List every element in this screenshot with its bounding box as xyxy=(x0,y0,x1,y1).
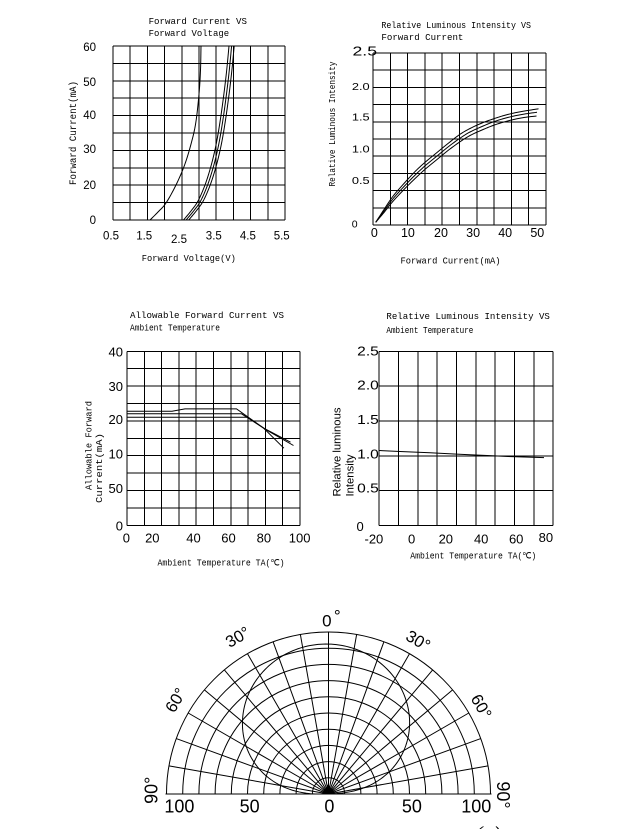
svg-text:1.5: 1.5 xyxy=(357,412,379,427)
svg-text:3.5: 3.5 xyxy=(206,231,222,243)
svg-text:-20: -20 xyxy=(365,531,384,546)
svg-text:0: 0 xyxy=(352,219,358,231)
svg-text:40: 40 xyxy=(186,531,200,546)
svg-text:0: 0 xyxy=(123,531,130,546)
svg-text:2.0: 2.0 xyxy=(357,378,379,393)
svg-text:2.5: 2.5 xyxy=(357,343,379,358)
svg-text:Forward Current(mA): Forward Current(mA) xyxy=(68,81,80,185)
svg-text:80: 80 xyxy=(539,530,553,545)
svg-text:Ambient Temperature TA(℃): Ambient Temperature TA(℃) xyxy=(410,552,536,562)
svg-text:10: 10 xyxy=(401,226,415,240)
svg-text:40: 40 xyxy=(474,531,488,546)
svg-text:0: 0 xyxy=(116,518,123,533)
svg-text:60: 60 xyxy=(83,42,96,54)
svg-text:Ambient Temperature TA(℃): Ambient Temperature TA(℃) xyxy=(158,559,285,569)
svg-text:50: 50 xyxy=(83,77,96,89)
svg-text:100: 100 xyxy=(289,531,311,546)
svg-text:0: 0 xyxy=(322,611,331,630)
svg-text:(a): (a) xyxy=(475,822,501,829)
svg-text:2.5: 2.5 xyxy=(353,43,378,58)
svg-text:2.0: 2.0 xyxy=(352,81,370,93)
svg-text:Allowable Forward: Allowable Forward xyxy=(85,401,95,490)
svg-text:50: 50 xyxy=(402,797,422,817)
svg-text:20: 20 xyxy=(439,531,453,546)
svg-text:Current(mA): Current(mA) xyxy=(95,433,105,503)
svg-text:30: 30 xyxy=(466,226,480,240)
svg-text:90°: 90° xyxy=(141,777,161,804)
svg-text:Ambient Temperature: Ambient Temperature xyxy=(386,326,473,336)
svg-text:Forward Voltage(V): Forward Voltage(V) xyxy=(142,254,236,264)
svg-text:100: 100 xyxy=(164,797,194,817)
svg-text:Allowable Forward Current VS: Allowable Forward Current VS xyxy=(130,311,284,321)
svg-text:1.0: 1.0 xyxy=(357,446,379,461)
svg-text:°: ° xyxy=(334,607,341,626)
svg-text:2.5: 2.5 xyxy=(171,234,187,246)
svg-text:40: 40 xyxy=(83,110,96,122)
svg-text:Forward Current(mA): Forward Current(mA) xyxy=(401,257,501,267)
svg-text:Relative Luminous Intensity V: Relative Luminous Intensity VS xyxy=(381,21,531,31)
svg-text:Intensity: Intensity xyxy=(344,454,356,497)
svg-text:20: 20 xyxy=(109,412,123,427)
svg-text:4.5: 4.5 xyxy=(240,231,256,243)
svg-text:80: 80 xyxy=(257,531,271,546)
svg-text:Forward Current VS: Forward Current VS xyxy=(149,17,247,27)
svg-text:20: 20 xyxy=(434,226,448,240)
svg-text:20: 20 xyxy=(145,531,159,546)
svg-text:Forward Voltage: Forward Voltage xyxy=(149,29,230,39)
svg-text:Ambient Temperature: Ambient Temperature xyxy=(130,323,220,333)
svg-text:30: 30 xyxy=(109,379,123,394)
svg-text:20: 20 xyxy=(83,180,96,192)
svg-text:0: 0 xyxy=(408,531,415,546)
svg-text:Relative Luminous Intensity VS: Relative Luminous Intensity VS xyxy=(386,312,550,322)
svg-text:Relative luminous: Relative luminous xyxy=(331,407,343,497)
svg-text:40: 40 xyxy=(109,345,123,360)
svg-text:10: 10 xyxy=(109,447,123,462)
svg-text:0: 0 xyxy=(324,797,334,817)
svg-text:0.5: 0.5 xyxy=(103,231,119,243)
svg-text:0.5: 0.5 xyxy=(352,175,370,187)
svg-text:1.5: 1.5 xyxy=(352,112,370,124)
svg-text:50: 50 xyxy=(109,481,123,496)
svg-text:50: 50 xyxy=(240,797,260,817)
svg-text:Forward Current: Forward Current xyxy=(381,33,463,43)
svg-text:50: 50 xyxy=(530,226,544,240)
svg-text:5.5: 5.5 xyxy=(274,231,290,243)
svg-text:0: 0 xyxy=(356,519,363,534)
svg-text:0.5: 0.5 xyxy=(357,481,379,496)
svg-text:0: 0 xyxy=(90,215,96,227)
svg-text:30: 30 xyxy=(83,144,96,156)
svg-text:40: 40 xyxy=(498,226,512,240)
svg-text:60: 60 xyxy=(509,531,523,546)
svg-text:60: 60 xyxy=(221,531,235,546)
svg-text:1.0: 1.0 xyxy=(352,144,370,156)
svg-text:0: 0 xyxy=(371,226,378,240)
svg-text:1.5: 1.5 xyxy=(136,231,152,243)
svg-text:100: 100 xyxy=(461,797,491,817)
svg-text:Relative Luminous Intensity: Relative Luminous Intensity xyxy=(328,62,338,187)
svg-text:90°: 90° xyxy=(493,781,513,808)
